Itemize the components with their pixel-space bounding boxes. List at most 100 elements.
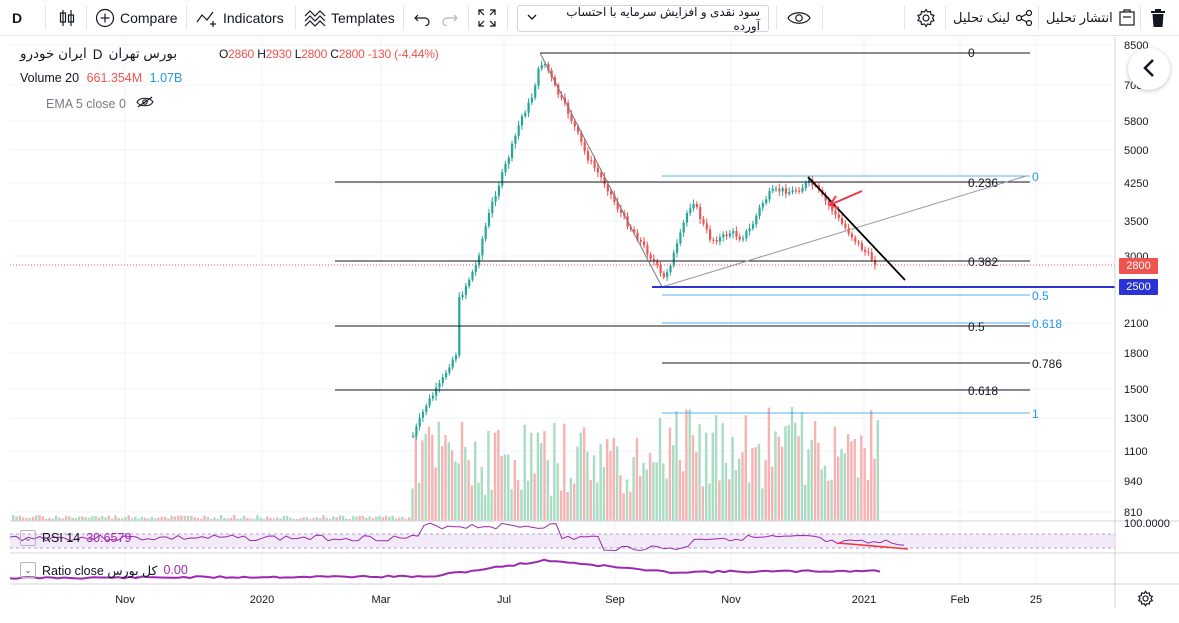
toolbar-divider bbox=[45, 6, 46, 30]
fib-label: 0.618 bbox=[1032, 317, 1062, 331]
template-select[interactable]: سود نقدی و افزایش سرمایه با احتساب آورده bbox=[517, 5, 769, 33]
open-value: 2860 bbox=[228, 47, 255, 61]
eye-hidden-icon[interactable] bbox=[136, 96, 154, 111]
time-axis-label: Sep bbox=[605, 594, 625, 606]
volume-bar bbox=[269, 518, 272, 521]
volume-bar bbox=[361, 515, 365, 521]
ema-legend[interactable]: EMA 5 close 0 bbox=[46, 96, 154, 111]
candle-body bbox=[616, 201, 619, 210]
volume-bar bbox=[101, 515, 104, 521]
candle-body bbox=[633, 229, 636, 233]
fib-label: 0.382 bbox=[968, 255, 998, 269]
volume-bar bbox=[61, 518, 64, 521]
candle-body bbox=[755, 215, 758, 225]
volume-bar bbox=[579, 432, 582, 521]
volume-bar bbox=[790, 407, 794, 521]
candle-body bbox=[613, 194, 616, 202]
candle-body bbox=[834, 210, 837, 215]
candle-body bbox=[841, 218, 844, 224]
volume-bar bbox=[233, 515, 236, 521]
volume-bar bbox=[190, 515, 193, 521]
volume-bar bbox=[411, 488, 414, 521]
compare-button[interactable]: Compare bbox=[95, 0, 178, 36]
chart-style-button[interactable] bbox=[58, 0, 76, 36]
candle-body bbox=[586, 151, 590, 161]
volume-bar bbox=[559, 490, 563, 521]
trendline-black bbox=[807, 176, 906, 281]
price-chart[interactable]: 0 0.236 0.382 0.5 0.786 0.618 0 0.5 0.61… bbox=[0, 37, 1179, 623]
collapse-panel-button[interactable] bbox=[1128, 48, 1170, 90]
ratio-legend[interactable]: ⌄ Ratio close کل بورس 0.00 bbox=[20, 562, 188, 578]
time-axis-label: Nov bbox=[721, 594, 741, 606]
collapse-icon[interactable]: ⌄ bbox=[20, 530, 36, 546]
candle-body bbox=[606, 184, 609, 192]
redo-button[interactable] bbox=[442, 0, 458, 36]
rsi-value: 30.6579 bbox=[86, 531, 132, 545]
rsi-legend[interactable]: ⌄ RSI 14 30.6579 bbox=[20, 530, 131, 546]
volume-bar bbox=[140, 516, 144, 521]
volume-bar bbox=[365, 517, 368, 521]
volume-bar bbox=[239, 518, 243, 521]
volume-bar bbox=[38, 515, 41, 521]
delete-button[interactable] bbox=[1150, 0, 1166, 36]
interval-button[interactable]: D bbox=[12, 0, 22, 36]
candle-body bbox=[652, 258, 656, 262]
undo-icon bbox=[414, 10, 430, 26]
volume-bar bbox=[322, 515, 325, 521]
undo-button[interactable] bbox=[414, 0, 430, 36]
indicators-icon bbox=[196, 8, 218, 28]
visibility-button[interactable] bbox=[787, 0, 811, 36]
volume-bar bbox=[302, 517, 305, 521]
candle-body bbox=[798, 190, 801, 192]
publish-analysis-button[interactable]: انتشار تحلیل bbox=[1046, 0, 1136, 36]
volume-bar bbox=[177, 515, 180, 521]
volume-bar bbox=[840, 448, 843, 521]
volume-bar bbox=[381, 517, 384, 521]
templates-button[interactable]: Templates bbox=[304, 0, 395, 36]
ratio-value: 0.00 bbox=[163, 563, 188, 577]
volume-bar bbox=[668, 427, 672, 521]
fullscreen-button[interactable] bbox=[478, 0, 496, 36]
volume-bar bbox=[698, 424, 701, 521]
chart-settings-button[interactable] bbox=[1137, 590, 1154, 610]
candle-body bbox=[702, 219, 705, 224]
volume-bar bbox=[276, 517, 279, 521]
volume-bar bbox=[582, 427, 586, 521]
candle-body bbox=[603, 177, 606, 185]
settings-button[interactable] bbox=[916, 0, 936, 36]
volume-bar bbox=[817, 442, 820, 521]
rsi-axis-label: 100.0000 bbox=[1124, 518, 1170, 530]
volume-bar bbox=[246, 517, 249, 521]
indicators-button[interactable]: Indicators bbox=[196, 0, 284, 36]
volume-bar bbox=[236, 518, 239, 521]
share-analysis-button[interactable]: لینک تحلیل bbox=[953, 0, 1033, 36]
volume-bar bbox=[566, 492, 569, 521]
price-axis-label: 940 bbox=[1124, 476, 1142, 488]
candle-body bbox=[497, 185, 500, 196]
volume-bar bbox=[398, 517, 401, 521]
volume-bar bbox=[718, 480, 721, 521]
volume-bar bbox=[355, 516, 358, 521]
candle-body bbox=[636, 232, 639, 240]
candle-body bbox=[735, 231, 738, 237]
trash-icon bbox=[1150, 9, 1166, 27]
close-value: 2800 bbox=[338, 47, 365, 61]
volume-bar bbox=[771, 466, 774, 521]
volume-bar bbox=[784, 426, 787, 521]
volume-bar bbox=[114, 515, 117, 521]
volume-bar bbox=[596, 482, 599, 521]
symbol-name: ایران خودرو bbox=[20, 46, 87, 61]
symbol-legend[interactable]: ایران خودرو D بورس تهران bbox=[20, 46, 177, 62]
candle-body bbox=[461, 294, 464, 298]
volume-bar bbox=[510, 489, 513, 521]
volume-bar bbox=[675, 411, 678, 521]
candle-body bbox=[662, 273, 665, 278]
volume-bar bbox=[820, 469, 823, 521]
collapse-icon[interactable]: ⌄ bbox=[20, 562, 36, 578]
candle-body bbox=[520, 116, 524, 126]
volume-bar bbox=[84, 517, 87, 521]
volume-bar bbox=[526, 480, 530, 521]
volume-bar bbox=[351, 516, 355, 521]
candle-body bbox=[481, 238, 484, 256]
volume-legend[interactable]: Volume 20 661.354M 1.07B bbox=[20, 71, 182, 85]
